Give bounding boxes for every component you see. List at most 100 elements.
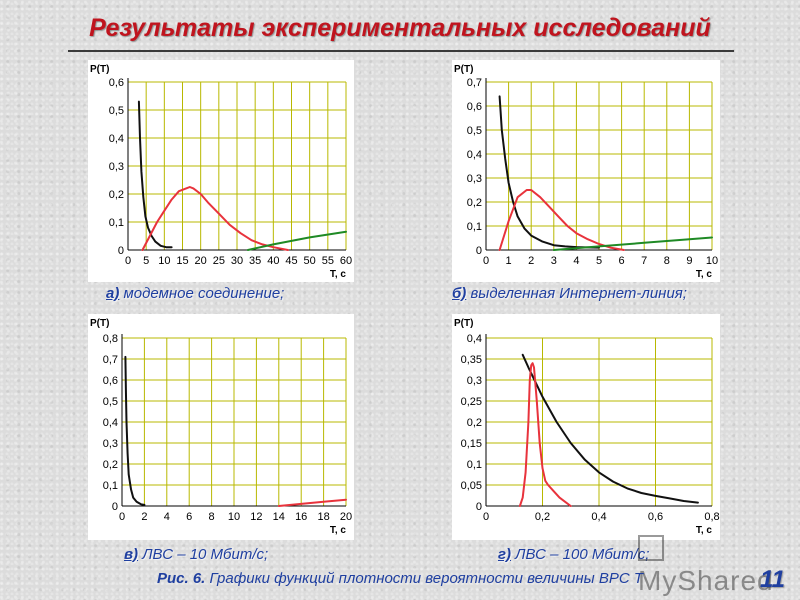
chart-c-y-tick-label: 0,4 — [103, 417, 118, 429]
chart-c-x-tick-label: 20 — [340, 511, 352, 523]
chart-b-x-tick-label: 7 — [641, 255, 647, 267]
chart-b-y-tick-label: 0,4 — [467, 149, 482, 161]
chart-d-y-tick-label: 0,05 — [461, 480, 482, 492]
chart-c-x-tick-label: 4 — [164, 511, 170, 523]
watermark-logo-icon — [638, 535, 664, 561]
chart-b-x-tick-label: 6 — [619, 255, 625, 267]
chart-c-x-tick-label: 6 — [186, 511, 192, 523]
chart-d-x-axis-label: T, c — [696, 525, 713, 536]
chart-a-x-tick-label: 60 — [340, 255, 352, 267]
chart-c-x-tick-label: 16 — [295, 511, 307, 523]
chart-d-y-tick-label: 0,15 — [461, 438, 482, 450]
chart-b-series-black-line — [498, 95, 600, 249]
chart-a-x-tick-label: 40 — [267, 255, 279, 267]
chart-a-x-tick-label: 0 — [125, 255, 131, 267]
caption-d: г) ЛВС – 100 Мбит/с; — [498, 546, 649, 563]
caption-d-text: ЛВС – 100 Мбит/с; — [511, 546, 650, 563]
chart-c-x-tick-label: 0 — [119, 511, 125, 523]
caption-b: б) выделенная Интернет-линия; — [452, 285, 687, 302]
chart-c-x-tick-label: 18 — [317, 511, 329, 523]
chart-panel-c: 0 2 4 6 8 10 12 14 16 18 20 0 0,1 0,2 0,3 0,4 0,5 0,6 0,7 0… — [88, 314, 354, 540]
chart-c-series-black-line — [124, 355, 146, 506]
chart-b-x-tick-label: 3 — [551, 255, 557, 267]
chart-c-x-tick-label: 10 — [228, 511, 240, 523]
chart-a-x-tick-label: 35 — [249, 255, 261, 267]
chart-c-y-tick-label: 0,7 — [103, 354, 118, 366]
caption-d-letter: г) — [498, 546, 512, 563]
chart-b-x-tick-label: 2 — [528, 255, 534, 267]
chart-a-x-tick-label: 10 — [158, 255, 170, 267]
chart-b-x-tick-label: 4 — [573, 255, 579, 267]
caption-c-text: ЛВС – 10 Мбит/с; — [138, 546, 269, 563]
chart-a-x-tick-label: 55 — [322, 255, 334, 267]
chart-d-y-tick-label: 0,3 — [467, 375, 482, 387]
chart-b-series-red-line — [498, 189, 625, 251]
chart-c-y-tick-label: 0,2 — [103, 459, 118, 471]
chart-a-y-axis-label: P(T) — [90, 64, 109, 75]
chart-a-y-tick-label: 0,4 — [109, 133, 124, 145]
chart-a-x-tick-label: 25 — [213, 255, 225, 267]
caption-c: в) ЛВС – 10 Мбит/с; — [124, 546, 268, 563]
chart-d-series-black-line — [521, 353, 699, 504]
page-title: Результаты экспериментальных исследовани… — [89, 14, 711, 42]
chart-b-y-tick-label: 0 — [476, 245, 482, 257]
chart-d-y-tick-label: 0,35 — [461, 354, 482, 366]
chart-c-x-axis-label: T, c — [330, 525, 347, 536]
chart-d-y-tick-label: 0,4 — [467, 333, 482, 345]
chart-a-y-tick-label: 0 — [118, 245, 124, 257]
figure-caption-text: Графики функций плотности вероятности ве… — [205, 570, 643, 587]
caption-b-letter: б) — [452, 285, 467, 302]
chart-c-y-tick-label: 0 — [112, 501, 118, 513]
chart-c-y-tick-label: 0,1 — [103, 480, 118, 492]
chart-c-series-red-line — [277, 498, 347, 507]
chart-c-y-axis-label: P(T) — [90, 318, 109, 329]
chart-c-x-tick-label: 12 — [250, 511, 262, 523]
chart-a-x-axis-label: T, c — [330, 269, 347, 280]
caption-a-text: модемное соединение; — [119, 285, 285, 302]
chart-c-y-tick-label: 0,5 — [103, 396, 118, 408]
chart-b-series-green-line — [552, 236, 713, 251]
chart-panel-b: 0 1 2 3 4 5 6 7 8 9 10 0 0,1 0,2 0,3 0,4 0,5 0,6 0,7 P(T) T,… — [452, 60, 720, 282]
chart-panel-d: 0 0,2 0,4 0,6 0,8 0 0,05 0,1 0,15 0,2 0,25 0,3 0,35 0… — [452, 314, 720, 540]
chart-panel-a: 0 5 10 15 20 25 30 35 40 45 50 55 60 0 0,1 0,2 0,3 0,4 0,5… — [88, 60, 354, 282]
chart-a-y-tick-label: 0,3 — [109, 161, 124, 173]
chart-b-svg: 0 1 2 3 4 5 6 7 8 9 10 0 0,1 0,2 0,3 0,4 0,5 0,6 0,7 P(T) T,… — [454, 64, 718, 280]
watermark-text: MyShared — [638, 565, 774, 596]
chart-b-y-axis-label: P(T) — [454, 64, 473, 75]
chart-c-y-tick-label: 0,3 — [103, 438, 118, 450]
caption-a-letter: а) — [106, 285, 120, 302]
chart-d-x-tick-label: 0,8 — [704, 511, 719, 523]
chart-c-y-tick-label: 0,6 — [103, 375, 118, 387]
chart-a-y-tick-label: 0,5 — [109, 105, 124, 117]
chart-b-x-tick-label: 0 — [483, 255, 489, 267]
chart-d-y-axis-label: P(T) — [454, 318, 473, 329]
chart-a-x-tick-label: 20 — [195, 255, 207, 267]
title-underline — [68, 50, 734, 52]
chart-a-x-tick-label: 5 — [143, 255, 149, 267]
chart-b-y-tick-label: 0,6 — [467, 101, 482, 113]
chart-b-y-tick-label: 0,2 — [467, 197, 482, 209]
chart-b-y-tick-label: 0,1 — [467, 221, 482, 233]
chart-a-x-tick-label: 45 — [285, 255, 297, 267]
chart-d-x-tick-label: 0,4 — [591, 511, 606, 523]
chart-b-y-tick-label: 0,3 — [467, 173, 482, 185]
chart-b-x-tick-label: 10 — [706, 255, 718, 267]
chart-a-series-black-line — [137, 100, 173, 249]
caption-c-letter: в) — [124, 546, 139, 563]
chart-b-x-tick-label: 1 — [506, 255, 512, 267]
chart-d-y-tick-label: 0,25 — [461, 396, 482, 408]
chart-d-y-tick-label: 0,2 — [467, 417, 482, 429]
chart-a-series-red-line — [141, 186, 289, 251]
chart-a-x-tick-label: 30 — [231, 255, 243, 267]
chart-a-x-tick-label: 15 — [176, 255, 188, 267]
chart-b-x-tick-label: 8 — [664, 255, 670, 267]
chart-d-series-red-line — [518, 362, 572, 507]
chart-c-svg: 0 2 4 6 8 10 12 14 16 18 20 0 0,1 0,2 0,3 0,4 0,5 0,6 0,7 0… — [90, 318, 352, 536]
chart-a-svg: 0 5 10 15 20 25 30 35 40 45 50 55 6000,10,20,30,40,5… — [90, 64, 352, 280]
chart-d-x-tick-label: 0 — [483, 511, 489, 523]
chart-b-y-tick-label: 0,7 — [467, 77, 482, 89]
chart-b-y-tick-label: 0,5 — [467, 125, 482, 137]
chart-c-x-tick-label: 2 — [141, 511, 147, 523]
chart-d-y-tick-label: 0,1 — [467, 459, 482, 471]
chart-c-x-tick-label: 14 — [273, 511, 285, 523]
